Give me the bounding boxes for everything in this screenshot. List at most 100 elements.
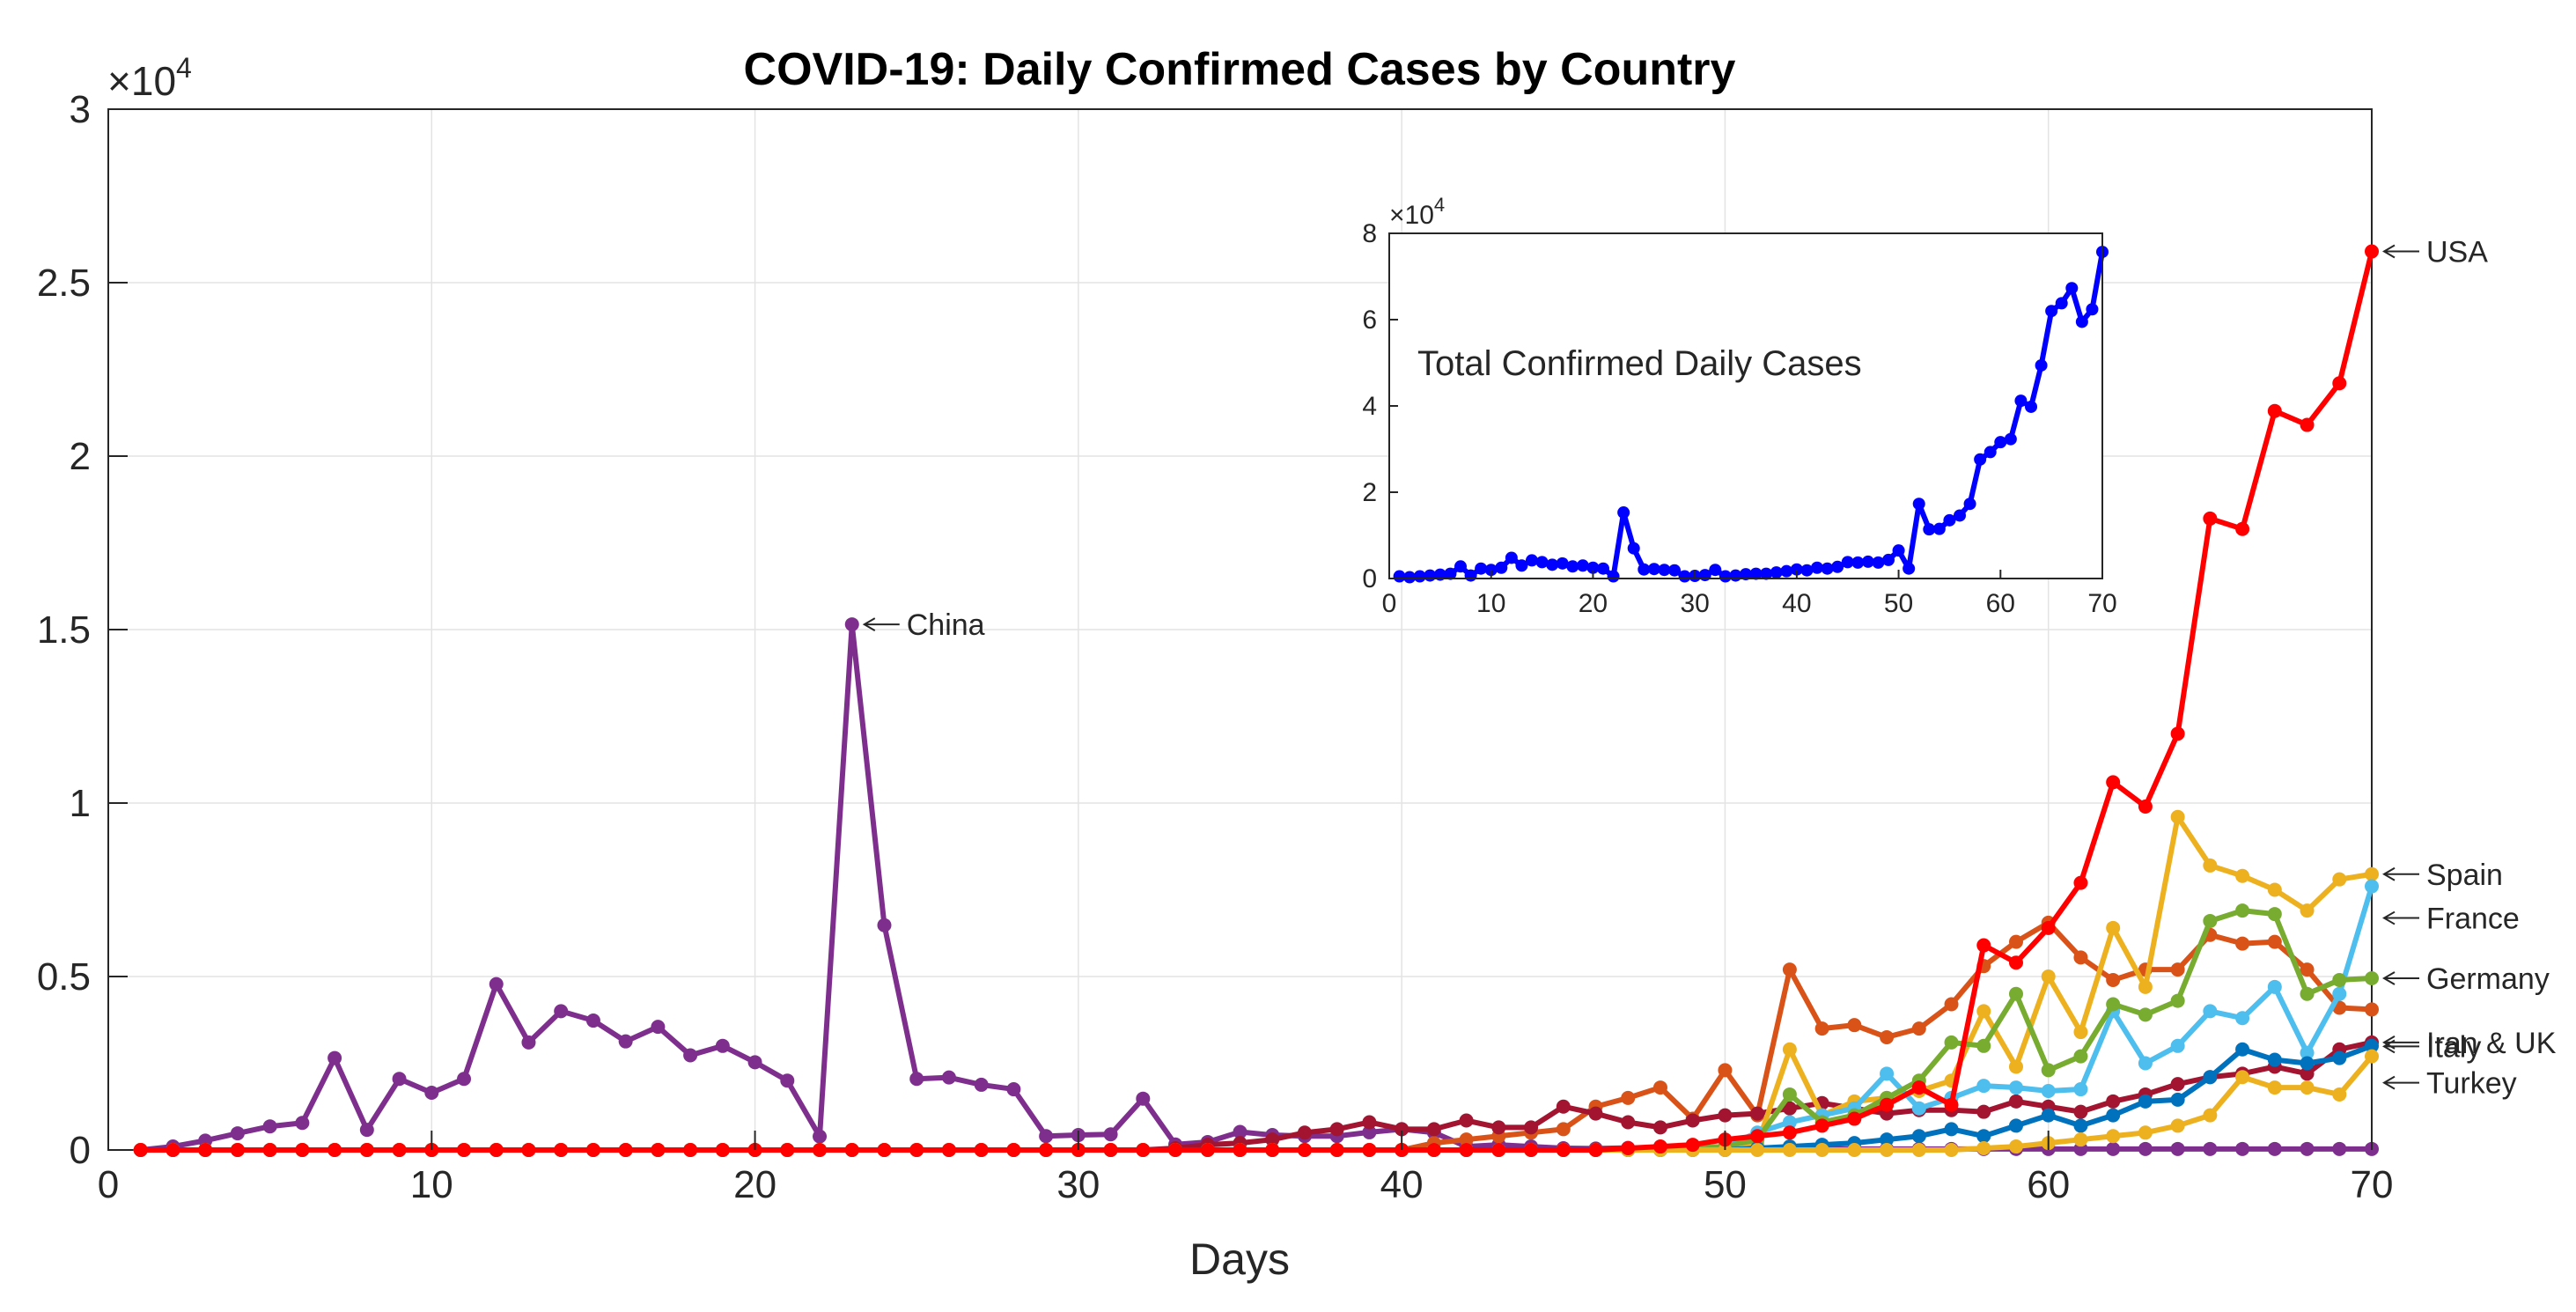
data-point xyxy=(683,1143,698,1157)
series-line-usa xyxy=(140,250,2374,1153)
data-point xyxy=(2138,1141,2153,1156)
data-point xyxy=(1911,1080,1926,1095)
data-point xyxy=(457,1072,472,1087)
inset-data-point xyxy=(1831,560,1844,573)
data-point xyxy=(2332,872,2347,887)
data-point xyxy=(2300,962,2315,977)
inset-data-point xyxy=(1749,567,1763,580)
y-tick-label: 1 xyxy=(70,782,91,825)
inset-data-point xyxy=(1475,562,1488,575)
data-point xyxy=(2041,920,2056,935)
data-point xyxy=(2365,1049,2379,1064)
x-axis-label: Days xyxy=(1189,1235,1290,1284)
data-point xyxy=(1976,1104,1991,1119)
data-point xyxy=(2203,913,2218,928)
x-tick-label: 20 xyxy=(733,1163,776,1206)
inset-ticks: 0 10 20 30 40 50 60 70 0 2 4 6 8 xyxy=(1362,219,2116,618)
data-point xyxy=(1944,1143,1959,1157)
inset-data-point xyxy=(1800,564,1814,577)
data-point xyxy=(295,1116,310,1131)
data-point xyxy=(1976,1079,1991,1094)
x-tick-label: 30 xyxy=(1056,1163,1100,1206)
y-tick-label: 0 xyxy=(70,1129,91,1172)
data-point xyxy=(780,1073,795,1088)
data-point xyxy=(2008,955,2023,970)
inset-data-point xyxy=(1617,506,1630,520)
data-point xyxy=(1621,1090,1636,1105)
inset-data-point xyxy=(1892,544,1905,557)
data-point xyxy=(1362,1124,1377,1139)
data-point xyxy=(1814,1118,1829,1133)
inset-data-point xyxy=(2045,305,2058,318)
data-point xyxy=(2106,997,2121,1012)
inset-x-tick-label: 50 xyxy=(1884,589,1913,618)
data-point xyxy=(2170,993,2185,1008)
inset-data-point xyxy=(1556,556,1569,570)
data-point xyxy=(359,1143,374,1157)
data-point xyxy=(2203,1004,2218,1019)
inset-data-point xyxy=(1963,498,1976,511)
data-point xyxy=(974,1143,989,1157)
data-point xyxy=(2008,1139,2023,1154)
data-point xyxy=(2203,1141,2218,1156)
data-point xyxy=(2203,1070,2218,1085)
data-point xyxy=(2170,1118,2185,1133)
data-point xyxy=(1362,1115,1377,1130)
data-point xyxy=(1136,1143,1151,1157)
data-point xyxy=(877,1143,892,1157)
data-point xyxy=(166,1143,180,1157)
inset-y-tick-label: 0 xyxy=(1362,564,1377,593)
data-point xyxy=(2106,1108,2121,1123)
data-point xyxy=(2170,1038,2185,1053)
data-point xyxy=(1847,1111,1862,1126)
data-point xyxy=(1621,1115,1636,1130)
inset-data-point xyxy=(1658,564,1671,577)
inset-y-tick-label: 6 xyxy=(1362,306,1377,335)
data-point xyxy=(2300,1056,2315,1071)
inset-data-point xyxy=(1454,560,1467,573)
inset-data-point xyxy=(1974,453,1987,466)
data-point xyxy=(2235,936,2250,951)
data-point xyxy=(844,1143,859,1157)
data-point xyxy=(1880,1066,1895,1081)
data-point xyxy=(1652,1139,1667,1154)
data-point xyxy=(1233,1124,1248,1139)
inset-x-tick-label: 70 xyxy=(2087,589,2116,618)
inset-data-point xyxy=(1526,554,1538,567)
data-point xyxy=(2138,1094,2153,1109)
data-point xyxy=(1265,1132,1280,1147)
annotation-china: China xyxy=(907,608,985,642)
x-tick-label: 0 xyxy=(98,1163,119,1206)
data-point xyxy=(2300,1080,2315,1095)
data-point xyxy=(2235,1070,2250,1085)
data-point xyxy=(2267,934,2282,949)
inset-title: Total Confirmed Daily Cases xyxy=(1417,344,1862,383)
data-point xyxy=(2008,986,2023,1001)
inset-data-point xyxy=(1984,446,1997,459)
inset-data-point xyxy=(2014,394,2028,408)
inset-data-point xyxy=(1760,567,1773,580)
data-point xyxy=(715,1038,730,1053)
data-point xyxy=(2365,1002,2379,1017)
data-point xyxy=(2106,920,2121,935)
inset-data-point xyxy=(1597,562,1609,575)
data-point xyxy=(1718,1063,1733,1078)
data-point xyxy=(1944,1097,1959,1112)
inset-x-tick-label: 30 xyxy=(1680,589,1709,618)
data-point xyxy=(2235,1042,2250,1057)
data-point xyxy=(2203,1108,2218,1123)
inset-data-point xyxy=(1851,556,1865,569)
data-point xyxy=(1782,962,1797,977)
data-point xyxy=(1459,1143,1474,1157)
data-point xyxy=(1782,1087,1797,1102)
inset-data-point xyxy=(1413,570,1426,583)
data-point xyxy=(1782,1042,1797,1057)
inset-x-tick-label: 60 xyxy=(1986,589,2015,618)
data-point xyxy=(489,977,504,991)
data-point xyxy=(1750,1129,1765,1144)
data-point xyxy=(2267,979,2282,994)
data-point xyxy=(2365,244,2379,259)
data-point xyxy=(1459,1132,1474,1147)
y-tick-label: 2 xyxy=(70,435,91,478)
